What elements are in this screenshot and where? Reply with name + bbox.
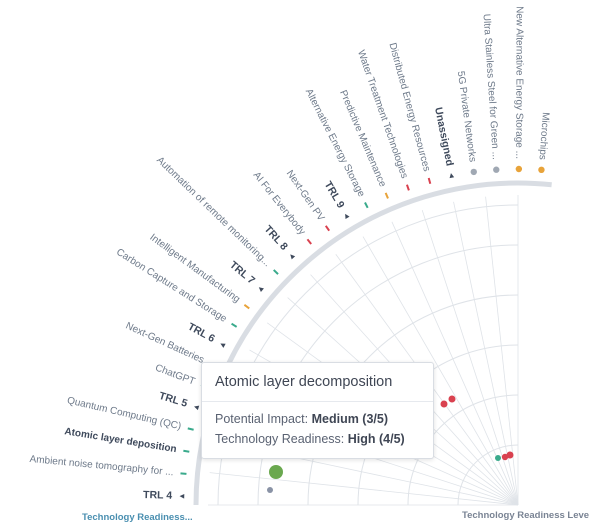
tooltip-impact-value: Medium (3/5) xyxy=(311,412,388,426)
technology-marker[interactable] xyxy=(405,184,410,191)
technology-marker[interactable] xyxy=(273,269,279,275)
grid-ring xyxy=(457,444,519,506)
group-label: TRL 9 xyxy=(322,179,347,210)
grid-ring xyxy=(217,204,519,506)
technology-point[interactable] xyxy=(506,451,514,459)
technology-point[interactable] xyxy=(448,395,456,403)
tooltip-impact-row: Potential Impact: Medium (3/5) xyxy=(215,412,388,426)
technology-point[interactable] xyxy=(495,455,501,461)
grid-spoke xyxy=(209,472,519,506)
technology-marker[interactable] xyxy=(187,427,194,431)
group-label: TRL 7 xyxy=(227,259,257,287)
technology-marker[interactable] xyxy=(384,192,389,199)
technology-point[interactable] xyxy=(267,487,273,493)
group-marker-icon: ▲ xyxy=(177,492,186,500)
technology-label[interactable]: Ultra Stainless Steel for Green ... xyxy=(481,14,501,161)
technology-marker[interactable] xyxy=(538,166,545,174)
technology-label[interactable]: ChatGPT xyxy=(154,363,197,388)
technology-marker[interactable] xyxy=(364,202,369,209)
technology-label[interactable]: Ambient noise tomography for ... xyxy=(29,454,174,478)
technology-marker[interactable] xyxy=(493,166,500,173)
group-marker-icon: ▲ xyxy=(341,210,352,222)
tooltip-impact-label: Potential Impact: xyxy=(215,412,309,426)
technology-point[interactable] xyxy=(269,465,283,479)
tooltip-readiness-value: High (4/5) xyxy=(347,432,405,446)
technology-marker[interactable] xyxy=(427,177,432,185)
technology-marker[interactable] xyxy=(243,304,250,310)
technology-point[interactable] xyxy=(440,400,448,408)
axis-label-right: Technology Readiness Level xyxy=(462,510,589,521)
grid-spoke xyxy=(485,196,519,506)
group-label: TRL 4 xyxy=(143,489,172,502)
technology-marker[interactable] xyxy=(515,165,523,173)
group-label: TRL 6 xyxy=(186,321,217,345)
grid-spoke xyxy=(362,236,519,506)
tooltip-title: Atomic layer decomposition xyxy=(215,374,393,390)
technology-label[interactable]: New Alternative Energy Storage ... xyxy=(513,6,524,159)
technology-marker[interactable] xyxy=(180,472,187,475)
tooltip-readiness-label: Technology Readiness: xyxy=(215,432,345,446)
group-label: TRL 5 xyxy=(158,390,189,410)
group-marker-icon: ▲ xyxy=(286,250,298,262)
group-marker-icon: ▲ xyxy=(216,339,228,350)
technology-marker[interactable] xyxy=(306,238,312,245)
axis-label-left: Technology Readiness... xyxy=(82,512,193,523)
tooltip-readiness-row: Technology Readiness: High (4/5) xyxy=(215,432,405,446)
group-marker-icon: ▲ xyxy=(254,283,266,295)
group-label: Unassigned xyxy=(432,106,456,167)
technology-marker[interactable] xyxy=(231,322,238,328)
technology-marker[interactable] xyxy=(324,225,331,232)
grid-spoke xyxy=(421,210,519,506)
group-marker-icon: ▲ xyxy=(191,402,202,412)
radar-points xyxy=(267,395,514,493)
technology-tooltip: Atomic layer decomposition Potential Imp… xyxy=(201,362,434,459)
technology-label[interactable]: Microchips xyxy=(537,112,551,160)
tooltip-divider xyxy=(202,401,433,402)
technology-label[interactable]: 5G Private Networks xyxy=(455,70,478,162)
technology-marker[interactable] xyxy=(183,449,190,453)
technology-marker[interactable] xyxy=(470,168,477,176)
group-label: TRL 8 xyxy=(262,223,290,253)
technology-label[interactable]: Atomic layer deposition xyxy=(64,426,178,455)
group-marker-icon: ▲ xyxy=(447,170,457,180)
